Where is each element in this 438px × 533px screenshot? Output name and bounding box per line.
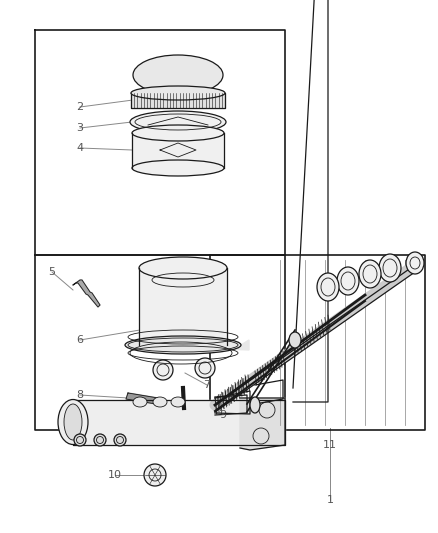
Ellipse shape (74, 434, 86, 446)
Ellipse shape (132, 160, 224, 176)
Text: 7: 7 (203, 380, 211, 390)
Text: 6: 6 (77, 335, 84, 345)
Ellipse shape (379, 254, 401, 282)
Ellipse shape (132, 125, 224, 141)
Ellipse shape (131, 86, 225, 100)
Text: 5: 5 (49, 267, 56, 277)
Ellipse shape (359, 260, 381, 288)
Polygon shape (126, 393, 158, 404)
Polygon shape (73, 280, 100, 307)
Ellipse shape (94, 434, 106, 446)
Ellipse shape (289, 332, 301, 348)
Ellipse shape (317, 273, 339, 301)
Text: 11: 11 (323, 440, 337, 450)
Text: 8: 8 (77, 390, 84, 400)
Polygon shape (139, 268, 227, 345)
Ellipse shape (195, 358, 215, 378)
Polygon shape (240, 398, 285, 450)
Polygon shape (132, 133, 224, 168)
Ellipse shape (250, 397, 260, 413)
Polygon shape (131, 93, 225, 108)
Ellipse shape (130, 111, 226, 133)
Circle shape (144, 464, 166, 486)
Text: 10: 10 (108, 470, 122, 480)
Ellipse shape (406, 252, 424, 274)
Ellipse shape (139, 257, 227, 279)
Ellipse shape (133, 397, 147, 407)
Ellipse shape (153, 360, 173, 380)
Ellipse shape (171, 397, 185, 407)
Ellipse shape (133, 55, 223, 95)
Text: 9: 9 (219, 410, 226, 420)
Polygon shape (125, 340, 249, 350)
Ellipse shape (64, 404, 82, 440)
Text: 3: 3 (77, 123, 84, 133)
Text: 4: 4 (77, 143, 84, 153)
Text: 1: 1 (326, 495, 333, 505)
Polygon shape (73, 400, 285, 445)
Ellipse shape (114, 434, 126, 446)
Ellipse shape (153, 397, 167, 407)
Text: 2: 2 (77, 102, 84, 112)
Ellipse shape (58, 400, 88, 445)
Ellipse shape (337, 267, 359, 295)
Ellipse shape (125, 336, 241, 354)
